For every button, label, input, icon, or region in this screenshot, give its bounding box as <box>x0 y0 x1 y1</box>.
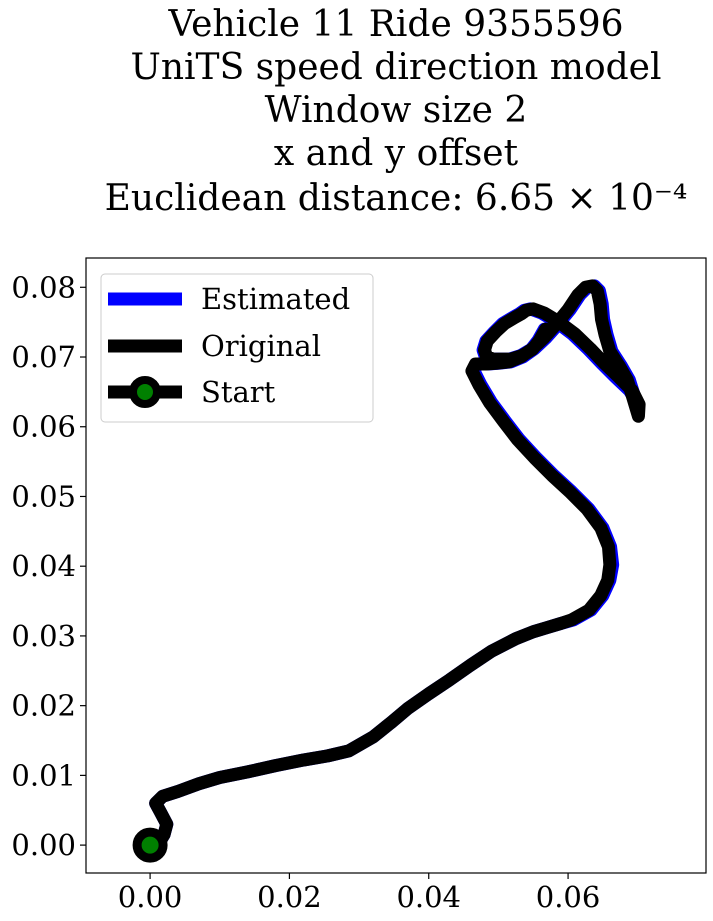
title-line-3: Window size 2 <box>265 90 528 131</box>
axes: 0.00 0.02 0.04 0.06 0.00 0.01 0.02 0.03 0.04 0.05… <box>11 257 707 914</box>
series-line-original <box>143 279 646 852</box>
legend-label-estimated: Estimated <box>201 282 350 316</box>
x-tick-label: 0.02 <box>257 880 322 914</box>
legend: Estimated Original Start <box>100 273 374 423</box>
legend-start-marker <box>129 376 161 408</box>
y-tick-label: 0.05 <box>11 479 76 513</box>
y-tick-label: 0.03 <box>11 619 76 653</box>
title-line-5: Euclidean distance: 6.65 × 10⁻⁴ <box>105 178 688 219</box>
y-tick-label: 0.04 <box>11 549 76 583</box>
y-tick-label: 0.00 <box>11 828 76 862</box>
title-line-4: x and y offset <box>274 133 519 174</box>
y-tick-label: 0.01 <box>11 758 76 792</box>
x-tick-label: 0.00 <box>118 880 183 914</box>
legend-box <box>100 273 374 423</box>
x-tick-label: 0.04 <box>396 880 461 914</box>
legend-label-original: Original <box>201 329 321 363</box>
plot-area <box>132 279 646 863</box>
legend-label-start: Start <box>201 375 276 409</box>
title-line-2: UniTS speed direction model <box>131 47 662 88</box>
title-line-1: Vehicle 11 Ride 9355596 <box>167 4 623 45</box>
axes-frame <box>85 257 707 874</box>
y-tick-label: 0.08 <box>11 270 76 304</box>
y-tick-label: 0.07 <box>11 340 76 374</box>
y-tick-label: 0.06 <box>11 410 76 444</box>
x-tick-label: 0.06 <box>536 880 601 914</box>
start-marker <box>132 827 168 863</box>
chart-title: Vehicle 11 Ride 9355596 UniTS speed dire… <box>105 4 688 219</box>
y-tick-label: 0.02 <box>11 689 76 723</box>
